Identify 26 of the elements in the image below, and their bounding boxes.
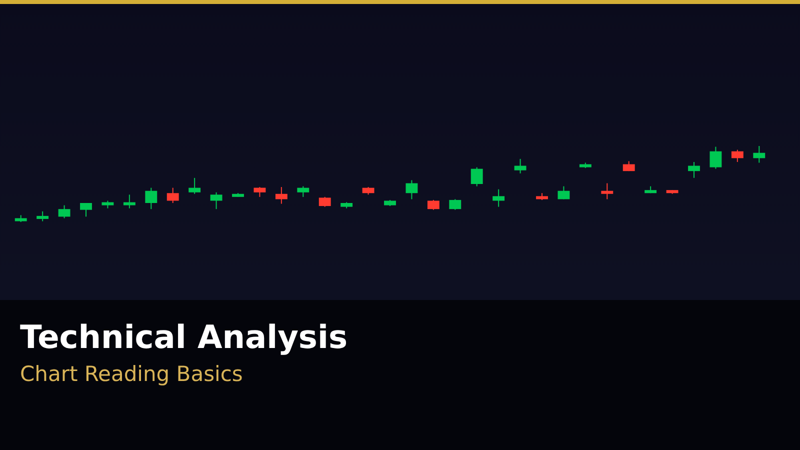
text: Technical Analysis — [20, 318, 348, 356]
candlestick — [492, 188, 505, 208]
candlestick — [427, 199, 440, 210]
candlestick — [166, 187, 179, 204]
candlestick — [688, 161, 700, 178]
candlestick — [297, 186, 310, 198]
candlestick — [406, 180, 418, 200]
candlestick — [558, 186, 570, 200]
candlestick — [470, 166, 483, 187]
candlestick — [80, 202, 92, 218]
candlestick — [449, 198, 462, 210]
candlestick — [123, 194, 136, 209]
candlestick — [731, 149, 744, 162]
candlestick — [254, 186, 266, 198]
candlestick — [275, 186, 288, 204]
candlestick — [514, 158, 526, 174]
candlestick — [188, 177, 201, 194]
text: Chart Reading Basics — [20, 362, 243, 386]
candlestick — [36, 210, 49, 222]
candlestick — [58, 204, 70, 219]
candlestick — [210, 192, 222, 210]
candlestick — [318, 196, 331, 208]
candlestick — [601, 182, 614, 200]
candlestick — [710, 146, 722, 170]
candlestick — [145, 187, 158, 210]
candlestick — [753, 146, 766, 164]
